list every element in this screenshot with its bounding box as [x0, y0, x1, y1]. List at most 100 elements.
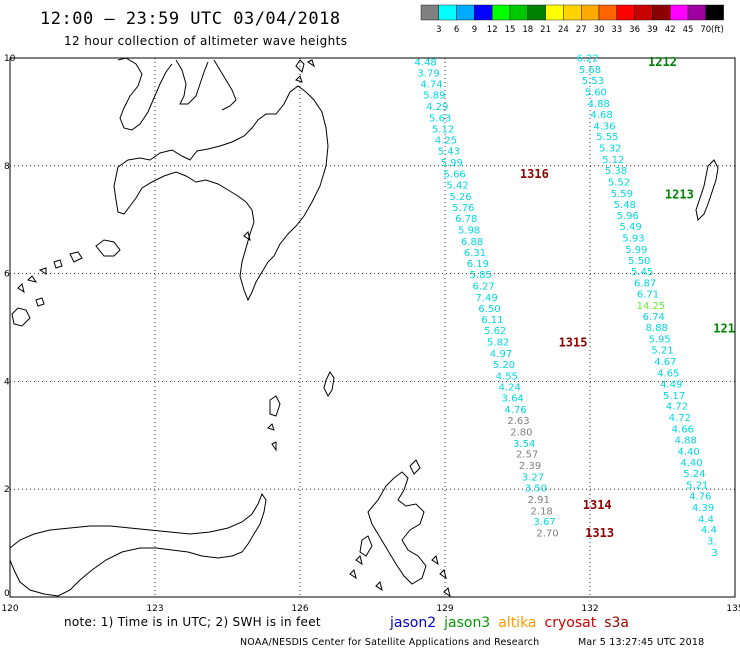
- satellite-cryosat: cryosat: [545, 615, 597, 631]
- wave-height-value: 5.26: [449, 192, 471, 203]
- wave-height-value: 3.: [707, 536, 717, 547]
- wave-height-value: 6.31: [464, 248, 486, 259]
- pass-label: 1314: [583, 498, 612, 512]
- map-frame: [9, 57, 736, 598]
- wave-height-value: 5.60: [585, 87, 607, 98]
- wave-height-value: 4.88: [588, 99, 610, 110]
- wave-height-value: 4.67: [654, 357, 676, 368]
- altimeter-track-a: 4.483.794.745.894.295.635.124.255.435.99…: [415, 57, 559, 539]
- wave-height-value: 5.21: [651, 346, 673, 357]
- wave-height-value: 5.55: [596, 132, 618, 143]
- wave-height-value: 5.93: [622, 234, 644, 245]
- wave-height-value: 4.24: [499, 382, 521, 393]
- wave-height-value: 6.50: [478, 304, 500, 315]
- wave-height-value: 4.68: [590, 110, 612, 121]
- wave-height-color-scale: 3 6 9 12 15 18 21 24 27 30 33 36 39 42 45 70: [420, 4, 724, 35]
- pass-label: 1316: [520, 167, 549, 181]
- longitude-tick: 120: [1, 604, 18, 614]
- pass-label: 1213: [665, 187, 694, 201]
- wave-height-value: 2.80: [510, 428, 532, 439]
- scale-swatch: [492, 4, 511, 21]
- wave-height-value: 4.40: [677, 447, 699, 458]
- coastline-halmahera: [359, 459, 427, 585]
- wave-height-value: 5.82: [487, 338, 509, 349]
- wave-height-value: 5.98: [458, 225, 480, 236]
- coastline-north: [117, 57, 237, 131]
- scale-unit-label: (ft): [711, 25, 724, 35]
- wave-height-value: 4.4: [698, 514, 714, 525]
- wave-height-value: 5.20: [493, 360, 515, 371]
- wave-height-value: 5.38: [605, 166, 627, 177]
- wave-height-value: 5.50: [628, 256, 650, 267]
- wave-height-value: 3.64: [502, 394, 524, 405]
- coastline-layer: [9, 57, 719, 598]
- wave-height-value: 3.50: [525, 484, 547, 495]
- scale-tick-label: 39: [647, 25, 658, 35]
- scale-swatch: [545, 4, 564, 21]
- wave-height-value: 4.55: [496, 372, 518, 383]
- map-title: 12:00 – 23:59 UTC 03/04/2018: [40, 9, 341, 29]
- wave-height-value: 6.87: [634, 278, 656, 289]
- wave-height-value: 4.40: [680, 458, 702, 469]
- latitude-tick: 4: [4, 377, 10, 387]
- pass-label: 1212: [648, 55, 677, 69]
- pass-label: 1313: [585, 526, 614, 540]
- satellite-jason3: jason3: [443, 615, 490, 631]
- scale-tick-label: 33: [611, 25, 622, 35]
- map-subtitle: 12 hour collection of altimeter wave hei…: [64, 34, 347, 48]
- wave-height-value: 14.25: [637, 301, 666, 312]
- coastline-sulawesi: [9, 492, 267, 597]
- scale-swatch: [705, 4, 724, 21]
- wave-height-value: 5.99: [441, 158, 463, 169]
- wave-height-value: 5.99: [625, 245, 647, 256]
- longitude-tick: 132: [581, 604, 598, 614]
- scale-tick-label: 18: [522, 25, 533, 35]
- pass-label: 1315: [559, 336, 588, 350]
- satellite-legend: jason2 jason3 altika cryosat s3a: [389, 615, 629, 631]
- wave-height-value: 5.12: [602, 155, 624, 166]
- wave-height-value: 3: [712, 548, 718, 559]
- scale-swatch: [634, 4, 653, 21]
- latitude-tick: 0: [4, 589, 10, 599]
- longitude-tick: 129: [436, 604, 453, 614]
- scale-swatch: [598, 4, 617, 21]
- wave-height-value: 5.95: [648, 334, 670, 345]
- scale-swatch: [474, 4, 493, 21]
- scale-tick-label: 15: [505, 25, 516, 35]
- wave-height-value: 4.74: [420, 79, 442, 90]
- wave-height-value: 6.27: [473, 281, 495, 292]
- wave-height-value: 4.76: [504, 405, 526, 416]
- coastline-sulu-archipelago: [11, 239, 121, 327]
- wave-height-value: 5.53: [582, 76, 604, 87]
- altimeter-tracks: 4.483.794.745.894.295.635.124.255.435.99…: [415, 54, 718, 559]
- scale-swatch: [616, 4, 635, 21]
- scale-tick-label: 9: [472, 25, 477, 35]
- wave-height-value: 6.88: [461, 237, 483, 248]
- latitude-tick: 2: [4, 485, 10, 495]
- wave-height-value: 2.18: [531, 506, 553, 517]
- wave-height-value: 8.88: [646, 323, 668, 334]
- wave-height-value: 5.96: [617, 211, 639, 222]
- scale-tick-label: 36: [629, 25, 640, 35]
- wave-height-value: 2.70: [536, 528, 558, 539]
- wave-height-value: 5.85: [470, 270, 492, 281]
- scale-swatch: [420, 4, 439, 21]
- wave-height-value: 4.66: [672, 424, 694, 435]
- footer-timestamp: Mar 5 13:27:45 UTC 2018: [578, 637, 704, 648]
- scale-tick-label: 27: [576, 25, 587, 35]
- wave-height-value: 4.88: [675, 436, 697, 447]
- wave-height-value: 4.49: [660, 380, 682, 391]
- wave-height-value: 5.21: [686, 480, 708, 491]
- wave-height-value: 2.63: [507, 416, 529, 427]
- altimeter-track-b: 6.225.685.535.604.884.684.365.555.325.12…: [576, 54, 717, 559]
- wave-height-value: 5.59: [611, 189, 633, 200]
- wave-height-value: 6.22: [576, 54, 598, 65]
- wave-height-value: 4.39: [692, 503, 714, 514]
- scale-tick-label: 12: [487, 25, 498, 35]
- scale-tick-label: 6: [454, 25, 459, 35]
- wave-height-value: 4.97: [490, 349, 512, 360]
- scale-tick-label: 70: [700, 25, 711, 35]
- scale-swatch: [527, 4, 546, 21]
- wave-height-value: 6.19: [467, 259, 489, 270]
- satellite-legend-text: jason2 jason3 altika cryosat s3a: [389, 615, 629, 631]
